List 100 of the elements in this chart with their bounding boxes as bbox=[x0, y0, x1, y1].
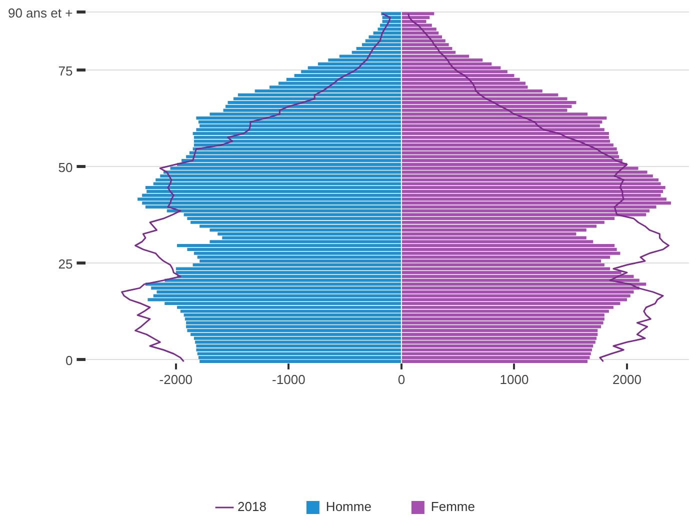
x-tick-label: -1000 bbox=[272, 372, 306, 387]
y-tick-label: 50 bbox=[58, 160, 73, 175]
bar bbox=[402, 16, 430, 20]
bar bbox=[402, 12, 434, 16]
bar bbox=[238, 93, 401, 96]
bar bbox=[156, 178, 401, 182]
bar bbox=[180, 310, 401, 313]
bar bbox=[402, 151, 618, 154]
bar bbox=[138, 198, 401, 201]
bar bbox=[365, 39, 401, 42]
bar bbox=[402, 147, 617, 151]
bar bbox=[402, 120, 602, 124]
bar bbox=[402, 352, 591, 356]
bar bbox=[402, 28, 436, 31]
bar bbox=[402, 340, 596, 344]
bar bbox=[200, 360, 401, 364]
bar bbox=[198, 120, 401, 124]
x-tick-label: 2000 bbox=[612, 372, 642, 387]
bar bbox=[187, 216, 401, 220]
bar bbox=[402, 136, 609, 139]
bar bbox=[402, 82, 526, 85]
bar bbox=[186, 325, 401, 328]
bar bbox=[381, 12, 401, 16]
bar bbox=[402, 132, 609, 136]
bar bbox=[145, 282, 401, 286]
bar bbox=[187, 329, 401, 332]
bar bbox=[402, 186, 666, 190]
bar bbox=[192, 147, 401, 151]
bar bbox=[402, 39, 446, 42]
y-tick-label: 75 bbox=[58, 63, 73, 78]
bar bbox=[402, 43, 449, 46]
bar bbox=[368, 35, 401, 38]
bar bbox=[189, 151, 401, 154]
bar bbox=[402, 116, 607, 120]
bar bbox=[194, 144, 401, 147]
bar bbox=[196, 116, 401, 120]
bar bbox=[402, 104, 572, 108]
bar bbox=[177, 244, 401, 248]
bar bbox=[148, 298, 401, 302]
bar bbox=[402, 325, 602, 328]
y-tick-label: 25 bbox=[58, 256, 73, 272]
bar bbox=[176, 271, 401, 274]
bar bbox=[402, 190, 664, 194]
bar bbox=[402, 248, 617, 251]
bar bbox=[402, 336, 597, 340]
bar bbox=[402, 298, 627, 302]
bar bbox=[402, 35, 442, 38]
bar bbox=[196, 344, 401, 348]
bar bbox=[194, 136, 401, 139]
bar bbox=[402, 344, 594, 348]
bar bbox=[402, 144, 614, 147]
bar bbox=[402, 360, 588, 364]
y-tick-label: 90 ans et + bbox=[8, 5, 73, 20]
bar bbox=[356, 46, 401, 50]
bar bbox=[192, 132, 401, 136]
bar bbox=[402, 348, 592, 352]
bar bbox=[197, 256, 401, 259]
bar bbox=[402, 282, 646, 286]
bar bbox=[402, 252, 620, 255]
bar bbox=[402, 46, 452, 50]
bar bbox=[402, 213, 646, 216]
bar bbox=[186, 321, 401, 324]
bar bbox=[200, 124, 401, 128]
x-tick-label: 1000 bbox=[500, 372, 529, 387]
bar bbox=[145, 186, 401, 190]
bar bbox=[164, 170, 401, 174]
bar bbox=[190, 332, 401, 336]
bar bbox=[402, 244, 615, 248]
bar bbox=[196, 348, 401, 352]
legend-label: 2018 bbox=[238, 499, 266, 514]
bar bbox=[228, 101, 401, 104]
bar bbox=[198, 356, 401, 360]
bar bbox=[402, 202, 671, 205]
bar bbox=[176, 267, 401, 270]
bar bbox=[194, 140, 401, 143]
bar bbox=[184, 317, 401, 321]
y-tick-label: 0 bbox=[65, 353, 73, 368]
bar bbox=[402, 332, 598, 336]
x-tick-label: -2000 bbox=[159, 372, 193, 387]
bar bbox=[402, 317, 604, 321]
bar bbox=[145, 205, 401, 208]
bar bbox=[195, 340, 401, 344]
bar bbox=[194, 336, 401, 340]
bar bbox=[226, 104, 401, 108]
bar bbox=[402, 178, 659, 182]
bar bbox=[196, 128, 401, 132]
bar bbox=[402, 155, 620, 158]
bar bbox=[197, 352, 401, 356]
bar bbox=[402, 294, 630, 298]
x-tick-label: 0 bbox=[398, 372, 406, 387]
bar bbox=[402, 32, 439, 35]
bar bbox=[402, 356, 590, 360]
bar bbox=[184, 314, 401, 317]
bar bbox=[402, 101, 576, 104]
bar bbox=[190, 220, 401, 224]
legend-label: Femme bbox=[430, 499, 475, 514]
bar bbox=[402, 329, 598, 332]
legend-label: Homme bbox=[326, 499, 372, 514]
bar bbox=[402, 140, 610, 143]
bar bbox=[402, 321, 604, 324]
